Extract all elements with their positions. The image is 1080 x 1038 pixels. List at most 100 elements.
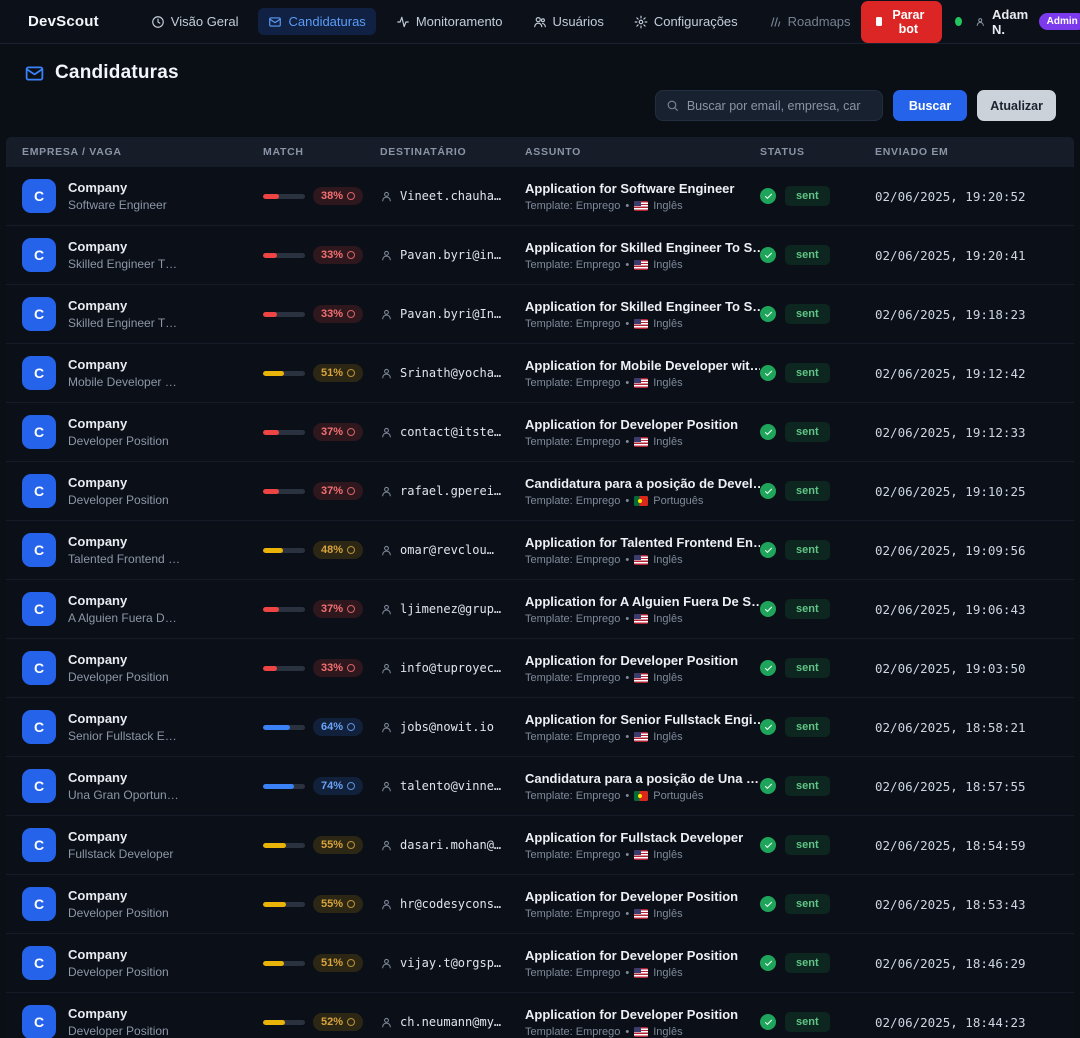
- table-row[interactable]: C Company Developer Position 37% rafael.…: [6, 462, 1074, 521]
- stop-bot-label: Parar bot: [892, 7, 925, 36]
- language-flag-icon: [634, 908, 649, 919]
- table-row[interactable]: C Company A Alguien Fuera D… 37% ljimene…: [6, 580, 1074, 639]
- nav-item-usuarios[interactable]: Usuários: [523, 8, 614, 35]
- language-label: Inglês: [653, 730, 683, 743]
- person-icon: [382, 958, 391, 968]
- position-label: Developer Position: [68, 1024, 169, 1038]
- nav-item-label: Monitoramento: [415, 14, 503, 29]
- table-row[interactable]: C Company Senior Fullstack E… 64% jobs@n…: [6, 698, 1074, 757]
- match-percent: 52%: [321, 1016, 344, 1028]
- match-bar: [263, 842, 305, 848]
- table-row[interactable]: C Company Mobile Developer … 51% Srinath…: [6, 344, 1074, 403]
- stop-bot-button[interactable]: Parar bot: [860, 0, 943, 43]
- recipient-email: Vineet.chauha…: [400, 189, 502, 203]
- table-row[interactable]: C Company Developer Position 55% hr@code…: [6, 875, 1074, 934]
- match-bar: [263, 252, 305, 258]
- match-bar: [263, 724, 305, 730]
- status-cell: sent: [760, 658, 875, 678]
- company-cell: C Company Mobile Developer …: [22, 356, 263, 390]
- status-cell: sent: [760, 481, 875, 501]
- subject-cell: Application for Software Engineer Templa…: [525, 181, 760, 212]
- match-cell: 74%: [263, 777, 380, 795]
- subject-cell: Application for Developer Position Templ…: [525, 653, 760, 684]
- table-row[interactable]: C Company Talented Frontend … 48% omar@r…: [6, 521, 1074, 580]
- recipient-cell: Pavan.byri@In…: [380, 307, 525, 321]
- language-flag-icon: [634, 613, 649, 624]
- table-row[interactable]: C Company Una Gran Oportun… 74% talento@…: [6, 757, 1074, 816]
- subject-line: Application for Mobile Developer wit…: [525, 357, 760, 373]
- recipient-email: rafael.gperei…: [400, 484, 502, 498]
- refresh-button[interactable]: Atualizar: [977, 90, 1056, 121]
- match-cell: 37%: [263, 423, 380, 441]
- target-icon: [347, 192, 356, 200]
- table-row[interactable]: C Company Developer Position 37% contact…: [6, 403, 1074, 462]
- table-row[interactable]: C Company Skilled Engineer T… 33% Pavan.…: [6, 285, 1074, 344]
- company-cell: C Company Fullstack Developer: [22, 828, 263, 862]
- subject-line: Application for Developer Position: [525, 1006, 739, 1022]
- nav-item-label: Configurações: [653, 14, 738, 29]
- target-icon: [347, 369, 356, 377]
- match-bar: [263, 960, 305, 966]
- match-badge: 74%: [313, 777, 364, 795]
- nav-item-monitoramento[interactable]: Monitoramento: [386, 8, 513, 35]
- match-badge: 37%: [313, 423, 364, 441]
- match-percent: 38%: [321, 190, 344, 202]
- sent-at-timestamp: 02/06/2025, 18:44:23: [875, 1014, 1026, 1030]
- nav-item-configuracoes[interactable]: Configurações: [624, 8, 748, 35]
- recipient-cell: info@tuproyec…: [380, 661, 525, 675]
- nav-item-candidaturas[interactable]: Candidaturas: [258, 8, 376, 35]
- mail-icon: [269, 16, 282, 27]
- company-avatar: C: [22, 297, 56, 331]
- language-flag-icon: [634, 259, 649, 270]
- language-label: Inglês: [653, 907, 683, 920]
- status-cell: sent: [760, 835, 875, 855]
- table-row[interactable]: C Company Developer Position 52% ch.neum…: [6, 993, 1074, 1038]
- template-label: Template: Emprego: [525, 435, 621, 448]
- check-circle-icon: [760, 365, 776, 381]
- subject-cell: Application for Talented Frontend En… Te…: [525, 535, 760, 566]
- table-row[interactable]: C Company Software Engineer 38% Vineet.c…: [6, 167, 1074, 226]
- match-cell: 64%: [263, 718, 380, 736]
- recipient-cell: contact@itste…: [380, 425, 525, 439]
- table-row[interactable]: C Company Skilled Engineer T… 33% Pavan.…: [6, 226, 1074, 285]
- recipient-cell: ljimenez@grup…: [380, 602, 525, 616]
- subject-cell: Application for Developer Position Templ…: [525, 1007, 760, 1038]
- recipient-email: Srinath@yocha…: [400, 366, 502, 380]
- language-flag-icon: [634, 200, 649, 211]
- search-box: [654, 90, 883, 121]
- status-cell: sent: [760, 186, 875, 206]
- language-flag-icon: [634, 731, 649, 742]
- match-bar-fill: [263, 488, 279, 494]
- recipient-email: dasari.mohan@…: [400, 838, 502, 852]
- template-label: Template: Emprego: [525, 966, 621, 979]
- search-input[interactable]: [686, 98, 872, 113]
- match-percent: 55%: [321, 898, 344, 910]
- nav-item-roadmaps[interactable]: Roadmaps: [758, 8, 861, 35]
- status-cell: sent: [760, 894, 875, 914]
- position-label: Talented Frontend …: [68, 552, 181, 566]
- user-menu[interactable]: Adam N. Admin: [975, 7, 1080, 37]
- nav-item-visao-geral[interactable]: Visão Geral: [141, 8, 249, 35]
- table-row[interactable]: C Company Developer Position 51% vijay.t…: [6, 934, 1074, 993]
- subject-cell: Application for Senior Fullstack Engi… T…: [525, 712, 760, 743]
- company-name: Company: [68, 652, 128, 667]
- language-label: Inglês: [653, 848, 683, 861]
- company-avatar: C: [22, 592, 56, 626]
- subject-meta: Template: Emprego • Inglês: [525, 613, 760, 625]
- table-row[interactable]: C Company Developer Position 33% info@tu…: [6, 639, 1074, 698]
- subject-line: Application for Developer Position: [525, 416, 739, 432]
- person-icon: [382, 545, 391, 555]
- search-icon: [667, 100, 678, 111]
- match-cell: 48%: [263, 541, 380, 559]
- meta-separator: •: [625, 553, 630, 566]
- subject-cell: Application for Developer Position Templ…: [525, 417, 760, 448]
- table-row[interactable]: C Company Fullstack Developer 55% dasari…: [6, 816, 1074, 875]
- recipient-email: omar@revclou…: [400, 543, 494, 557]
- language-label: Inglês: [653, 671, 683, 684]
- search-button[interactable]: Buscar: [892, 90, 968, 121]
- template-label: Template: Emprego: [525, 848, 621, 861]
- match-bar-fill: [263, 842, 287, 848]
- position-label: Developer Position: [68, 906, 169, 920]
- match-bar-fill: [263, 370, 285, 376]
- person-icon: [382, 309, 391, 319]
